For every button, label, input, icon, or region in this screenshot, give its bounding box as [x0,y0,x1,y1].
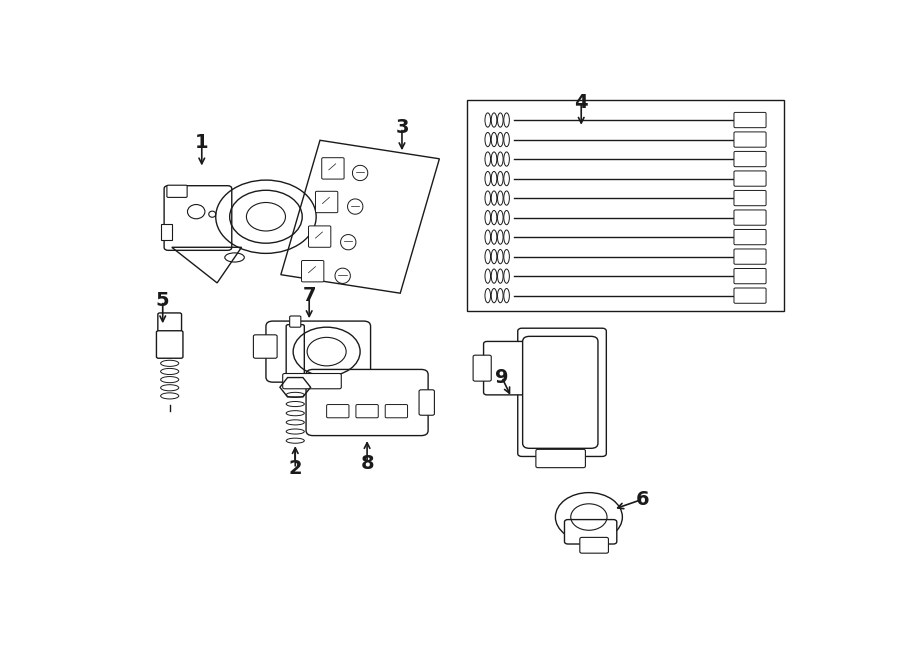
FancyBboxPatch shape [166,185,187,198]
FancyBboxPatch shape [734,151,766,167]
FancyBboxPatch shape [473,355,491,381]
FancyBboxPatch shape [734,288,766,303]
FancyBboxPatch shape [734,268,766,284]
FancyBboxPatch shape [316,191,338,213]
FancyBboxPatch shape [523,336,598,448]
FancyBboxPatch shape [254,335,277,358]
FancyBboxPatch shape [536,449,585,468]
FancyBboxPatch shape [564,520,616,544]
Text: 6: 6 [635,490,650,509]
FancyBboxPatch shape [356,405,378,418]
Text: 3: 3 [395,118,409,137]
FancyBboxPatch shape [158,313,182,335]
FancyBboxPatch shape [286,325,304,381]
FancyBboxPatch shape [327,405,349,418]
FancyBboxPatch shape [157,330,183,358]
Bar [161,224,172,240]
FancyBboxPatch shape [309,226,331,247]
FancyBboxPatch shape [734,132,766,147]
Text: 4: 4 [574,93,588,112]
FancyBboxPatch shape [306,369,428,436]
FancyBboxPatch shape [266,321,371,382]
Text: 5: 5 [156,292,169,310]
FancyBboxPatch shape [734,210,766,225]
FancyBboxPatch shape [302,260,324,282]
FancyBboxPatch shape [483,342,527,395]
FancyBboxPatch shape [164,186,232,251]
Bar [467,100,784,311]
FancyBboxPatch shape [734,171,766,186]
FancyBboxPatch shape [734,112,766,128]
FancyBboxPatch shape [734,229,766,245]
Text: 2: 2 [288,459,302,478]
FancyBboxPatch shape [283,373,341,389]
FancyBboxPatch shape [580,537,608,553]
FancyBboxPatch shape [734,190,766,206]
FancyBboxPatch shape [322,158,344,179]
FancyBboxPatch shape [290,316,301,327]
FancyBboxPatch shape [385,405,408,418]
Text: 8: 8 [360,454,373,473]
Text: 9: 9 [495,368,508,387]
FancyBboxPatch shape [518,329,607,457]
FancyBboxPatch shape [419,390,435,415]
Text: 1: 1 [195,134,209,153]
Text: 7: 7 [302,286,316,305]
FancyBboxPatch shape [734,249,766,264]
